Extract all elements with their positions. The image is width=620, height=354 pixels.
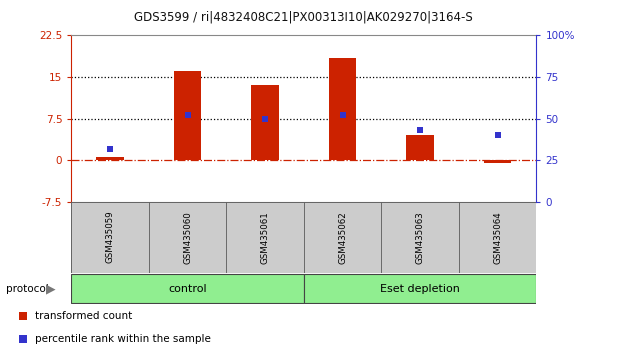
Text: protocol: protocol bbox=[6, 284, 49, 293]
Bar bbox=[71, 274, 304, 303]
Text: GSM435061: GSM435061 bbox=[260, 211, 270, 264]
Text: GSM435060: GSM435060 bbox=[183, 211, 192, 264]
Text: GSM435059: GSM435059 bbox=[105, 211, 115, 263]
Text: GSM435062: GSM435062 bbox=[338, 211, 347, 264]
Text: percentile rank within the sample: percentile rank within the sample bbox=[35, 334, 211, 344]
Bar bbox=[459, 202, 536, 273]
Text: Eset depletion: Eset depletion bbox=[380, 284, 460, 293]
Bar bbox=[304, 202, 381, 273]
Bar bbox=[97, 158, 123, 160]
Text: GSM435063: GSM435063 bbox=[415, 211, 425, 264]
Bar bbox=[407, 135, 433, 160]
Bar bbox=[484, 160, 511, 163]
Bar bbox=[71, 202, 149, 273]
Bar bbox=[174, 72, 201, 160]
Bar bbox=[381, 202, 459, 273]
Bar bbox=[304, 274, 536, 303]
Bar bbox=[149, 202, 226, 273]
Bar bbox=[329, 58, 356, 160]
Bar bbox=[226, 202, 304, 273]
Text: GSM435064: GSM435064 bbox=[493, 211, 502, 264]
Text: GDS3599 / ri|4832408C21|PX00313I10|AK029270|3164-S: GDS3599 / ri|4832408C21|PX00313I10|AK029… bbox=[135, 11, 473, 24]
Text: transformed count: transformed count bbox=[35, 311, 132, 321]
Text: ▶: ▶ bbox=[46, 282, 56, 295]
Bar bbox=[252, 85, 278, 160]
Text: control: control bbox=[168, 284, 207, 293]
